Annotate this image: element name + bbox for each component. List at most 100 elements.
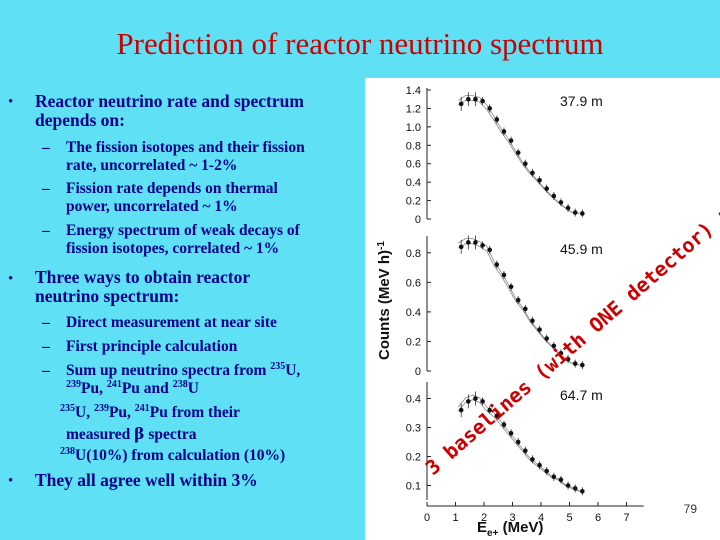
data-point: [458, 407, 464, 413]
isotope-superscript: 239: [93, 403, 109, 414]
bullet-1: Reactor neutrino rate and spectrum depen…: [35, 92, 304, 130]
data-point: [544, 186, 549, 191]
data-point: [551, 193, 557, 199]
sub-item-line: rate, uncorrelated ~ 1-2%: [66, 157, 238, 174]
data-point: [572, 210, 578, 215]
bullet-2: Three ways to obtain reactor neutrino sp…: [35, 268, 250, 306]
data-point: [523, 448, 528, 454]
data-point: [580, 489, 585, 494]
y-tick-label: 1.0: [406, 122, 421, 134]
sub-item-line: The fission isotopes and their fission: [66, 139, 305, 156]
y-tick-label: 0.4: [406, 307, 421, 319]
y-tick-label: 0.1: [406, 481, 421, 493]
data-point: [508, 138, 514, 143]
data-point: [508, 284, 514, 290]
isotope-superscript: 241: [134, 403, 150, 414]
spectrum-figure: 0 0.2 0.4 0.6 0.8 1.0 1.2 1.4 37.9 m 0 0.2 0.4 0.6 0.…: [365, 78, 720, 540]
isotope-superscript: 235: [60, 403, 75, 414]
baseline-distance-label: 45.9 m: [560, 241, 603, 257]
isotope-superscript: 239: [66, 379, 81, 390]
sub-item-isotopes: The fission isotopes and their fission r…: [66, 139, 305, 175]
y-tick-label: 0: [415, 366, 421, 378]
y-tick-label: 0.4: [406, 394, 421, 406]
data-point: [565, 205, 571, 211]
data-point: [494, 262, 500, 267]
data-point: [551, 474, 557, 480]
bullet-marker: •: [8, 94, 14, 110]
sub-dash: –: [42, 180, 50, 197]
continuation-line-1: 235U, 239Pu, 241Pu from their: [60, 404, 240, 422]
page-number: 79: [684, 502, 698, 516]
data-point: [508, 431, 514, 436]
data-point: [551, 343, 557, 349]
data-point: [572, 486, 578, 491]
y-tick-label: 1.2: [406, 103, 421, 115]
data-point: [523, 306, 528, 312]
data-point: [558, 200, 564, 205]
data-point: [530, 170, 535, 176]
sub-item-fission-rate: Fission rate depends on thermal power, u…: [66, 180, 278, 216]
data-point: [487, 407, 492, 413]
data-point: [494, 413, 500, 419]
data-point: [473, 96, 478, 102]
spectrum-plot: 0 0.2 0.4 0.6 0.8 1.0 1.2 1.4 37.9 m 0 0.2 0.4 0.6 0.…: [376, 85, 720, 539]
data-point: [458, 244, 464, 250]
bullet-2-line-2: neutrino spectrum:: [35, 286, 180, 306]
x-tick-label: 0: [424, 512, 430, 524]
x-tick-label: 4: [538, 512, 544, 524]
data-point: [572, 361, 578, 366]
sub-dash: –: [42, 139, 50, 156]
sub-dash: –: [42, 362, 50, 379]
text: Pu and: [121, 380, 173, 397]
data-point: [466, 399, 471, 404]
data-point: [480, 399, 485, 404]
data-point: [530, 318, 535, 324]
sub-item-line: Fission rate depends on thermal: [66, 180, 278, 197]
data-point: [473, 396, 478, 401]
data-point: [515, 439, 521, 445]
data-point: [480, 243, 485, 248]
data-point: [544, 336, 549, 341]
bullet-3: They all agree well within 3%: [35, 470, 258, 490]
x-tick-label: 6: [595, 512, 601, 524]
x-axis-label: Ee+ (MeV): [477, 519, 543, 539]
y-tick-label: 0.2: [406, 336, 421, 348]
text: measured: [66, 426, 135, 443]
y-tick-label: 0.2: [406, 452, 421, 464]
data-point: [501, 272, 507, 278]
sub-item-direct-measurement: Direct measurement at near site: [66, 314, 277, 331]
data-point: [565, 483, 571, 488]
sub-item-energy-spectrum: Energy spectrum of weak decays of fissio…: [66, 222, 300, 258]
data-point: [458, 101, 464, 107]
data-point: [515, 150, 521, 155]
data-point: [537, 327, 542, 332]
bullet-2-line-1: Three ways to obtain reactor: [35, 267, 251, 287]
y-tick-label: 1.4: [406, 85, 421, 97]
data-point: [558, 350, 564, 356]
isotope-superscript: 238: [172, 379, 188, 390]
sub-item-line: fission isotopes, correlated ~ 1%: [66, 240, 280, 257]
y-tick-label: 0.8: [406, 248, 421, 260]
y-tick-label: 0.4: [406, 177, 421, 189]
sub-dash: –: [42, 314, 50, 331]
isotope-superscript: 235: [270, 361, 286, 372]
beta-symbol: β: [134, 424, 145, 443]
isotope-superscript: 241: [106, 379, 122, 390]
sub-item-line: Energy spectrum of weak decays of: [66, 222, 300, 239]
text: Pu from their: [149, 404, 240, 421]
sub-item-line: power, uncorrelated ~ 1%: [66, 198, 238, 215]
data-point: [515, 297, 521, 303]
data-point: [480, 98, 485, 104]
data-point: [537, 178, 542, 183]
y-tick-label: 0.6: [406, 159, 421, 171]
data-point: [487, 247, 492, 253]
continuation-line-3: 238U(10%) from calculation (10%): [60, 447, 285, 465]
text: U,: [75, 404, 94, 421]
x-tick-label: 2: [481, 512, 487, 524]
text: Pu,: [108, 404, 135, 421]
data-point: [580, 211, 585, 216]
text: Pu,: [81, 380, 107, 397]
slide-title: Prediction of reactor neutrino spectrum: [116, 26, 604, 61]
data-point: [501, 422, 507, 427]
data-point: [466, 240, 471, 245]
